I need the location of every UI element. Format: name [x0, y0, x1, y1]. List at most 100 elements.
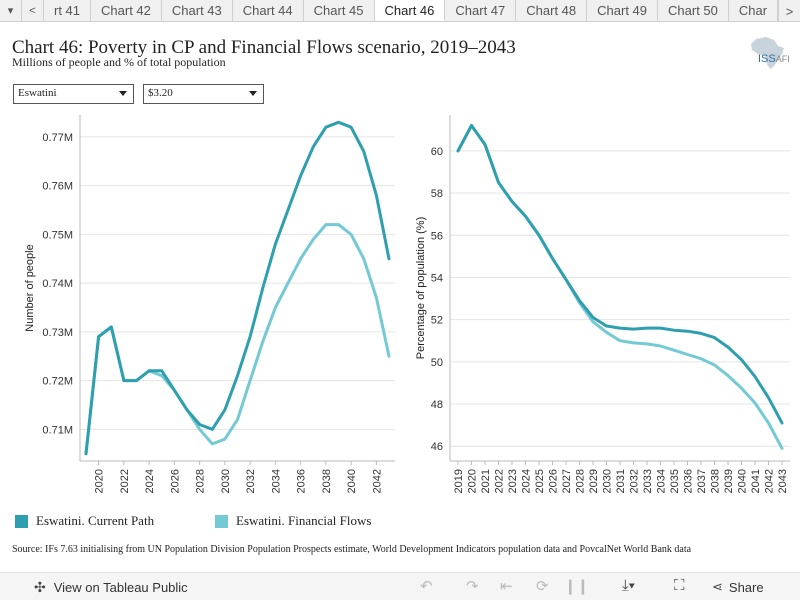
share-button[interactable]: ⋖ Share	[712, 579, 764, 595]
y-tick-label-people: 0.73M	[42, 327, 73, 339]
x-tick-label-percent: 2021	[480, 469, 492, 493]
page-title: Chart 46: Poverty in CP and Financial Fl…	[12, 37, 516, 58]
redo-icon[interactable]: ↷	[466, 578, 479, 595]
x-tick-label-percent: 2022	[494, 469, 506, 493]
series-line-financial-flows-percent	[456, 124, 784, 450]
tab-chart-47[interactable]: Chart 47	[445, 0, 517, 21]
series-line-financial-flows-people	[84, 223, 391, 456]
x-tick-label-percent: 2037	[696, 469, 708, 493]
legend-swatch-financial-flows	[215, 514, 228, 528]
tab-chart-48[interactable]: Chart 48	[516, 0, 588, 21]
refresh-icon[interactable]: ⟳	[536, 578, 549, 595]
x-tick-label-percent: 2033	[642, 469, 654, 493]
tab-chart-49[interactable]: Chart 49	[587, 0, 659, 21]
tab-bar: ▾ < rt 41 Chart 42 Chart 43 Chart 44 Chart 4…	[0, 0, 800, 22]
x-tick-label-percent: 2039	[723, 469, 735, 493]
x-tick-label-people: 2024	[144, 469, 156, 493]
tab-chart-45[interactable]: Chart 45	[303, 0, 375, 21]
country-dropdown-value: Eswatini	[18, 87, 57, 99]
x-tick-label-percent: 2019	[453, 469, 465, 493]
y-axis-title-percent: Percentage of population (%)	[415, 217, 427, 359]
x-tick-label-people: 2036	[296, 469, 308, 493]
x-tick-label-percent: 2029	[588, 469, 600, 493]
x-tick-label-percent: 2034	[656, 469, 668, 493]
poverty-line-dropdown[interactable]: $3.20	[143, 84, 264, 104]
africa-logo-icon	[751, 37, 784, 69]
tab-chart-46[interactable]: Chart 46	[374, 0, 446, 21]
tab-chart-44[interactable]: Chart 44	[232, 0, 304, 21]
y-tick-label-percent: 58	[431, 188, 443, 200]
undo-icon[interactable]: ↶	[420, 578, 433, 595]
source-note: Source: IFs 7.63 initialising from UN Po…	[12, 544, 692, 555]
x-tick-label-percent: 2035	[669, 469, 681, 493]
y-axis-title-people: Number of people	[24, 244, 36, 331]
x-tick-label-percent: 2028	[575, 469, 587, 493]
share-icon: ⋖	[712, 579, 723, 594]
y-tick-label-percent: 52	[431, 315, 443, 327]
y-tick-label-people: 0.77M	[42, 132, 73, 144]
legend-item-financial-flows[interactable]: Eswatini. Financial Flows	[215, 513, 371, 529]
chevron-left-icon: <	[29, 4, 36, 17]
fullscreen-icon[interactable]: ⛶	[674, 577, 685, 594]
legend-swatch-current-path	[15, 514, 28, 528]
view-on-tableau-label: View on Tableau Public	[53, 580, 188, 595]
x-tick-label-percent: 2024	[521, 469, 533, 493]
x-tick-label-percent: 2030	[602, 469, 614, 493]
tab-chart-50[interactable]: Chart 50	[658, 0, 729, 21]
legend-item-current-path[interactable]: Eswatini. Current Path	[15, 513, 154, 529]
tableau-logo-icon: ✣	[34, 579, 46, 595]
x-tick-label-percent: 2025	[534, 469, 546, 493]
y-tick-label-percent: 54	[431, 272, 443, 284]
x-tick-label-percent: 2041	[750, 469, 762, 493]
y-tick-label-percent: 48	[431, 399, 443, 411]
x-tick-label-percent: 2026	[548, 469, 560, 493]
series-line-current-path-people	[84, 120, 391, 456]
tab-list: rt 41 Chart 42 Chart 43 Chart 44 Chart 45 Cha…	[44, 0, 779, 21]
revert-icon[interactable]: ⇤	[500, 578, 513, 595]
series-line-current-path-percent	[456, 124, 784, 425]
logo-label: ISSAFI	[758, 53, 790, 65]
tab-chart-43[interactable]: Chart 43	[161, 0, 233, 21]
x-tick-label-people: 2026	[169, 469, 181, 493]
x-tick-label-percent: 2043	[777, 469, 789, 493]
chevron-down-icon: ▾	[7, 5, 14, 17]
x-tick-label-people: 2032	[245, 469, 257, 493]
y-tick-label-people: 0.72M	[42, 376, 73, 388]
tab-next-button[interactable]: >	[778, 0, 800, 21]
tab-rt-41[interactable]: rt 41	[44, 0, 92, 21]
x-tick-label-percent: 2027	[561, 469, 573, 493]
tab-prev-button[interactable]: <	[22, 0, 44, 21]
y-tick-label-people: 0.74M	[42, 278, 73, 290]
tab-char[interactable]: Char	[728, 0, 779, 21]
tab-menu-button[interactable]: ▾	[0, 0, 22, 21]
legend-label-financial-flows: Eswatini. Financial Flows	[236, 513, 372, 528]
y-tick-label-people: 0.75M	[42, 229, 73, 241]
x-tick-label-people: 2022	[119, 469, 131, 493]
country-dropdown[interactable]: Eswatini	[13, 84, 134, 104]
y-tick-label-people: 0.71M	[42, 424, 73, 436]
x-tick-label-percent: 2040	[737, 469, 749, 493]
download-icon[interactable]: ⤓▾	[622, 577, 635, 594]
view-on-tableau-button[interactable]: ✣ View on Tableau Public	[34, 579, 188, 596]
tab-chart-42[interactable]: Chart 42	[91, 0, 162, 21]
poverty-line-dropdown-value: $3.20	[148, 87, 173, 99]
share-label: Share	[728, 579, 764, 595]
legend-label-current-path: Eswatini. Current Path	[36, 513, 155, 528]
y-tick-label-percent: 46	[431, 441, 443, 453]
y-tick-label-percent: 60	[431, 146, 443, 158]
x-tick-label-percent: 2020	[467, 469, 479, 493]
logo-text: ISS	[758, 53, 776, 65]
x-tick-label-people: 2028	[195, 469, 207, 493]
dropdown-arrow-icon	[249, 91, 257, 96]
x-tick-label-people: 2038	[321, 469, 333, 493]
x-tick-label-percent: 2038	[710, 469, 722, 493]
x-tick-label-percent: 2032	[629, 469, 641, 493]
pause-icon[interactable]: ❙❙	[564, 578, 590, 595]
x-tick-label-percent: 2023	[507, 469, 519, 493]
x-tick-label-people: 2020	[94, 469, 106, 493]
tableau-toolbar: ✣ View on Tableau Public ↶ ↷ ⇤ ⟳ ❙❙ ⤓▾ ⛶…	[0, 572, 800, 600]
x-tick-label-people: 2040	[346, 469, 358, 493]
y-tick-label-percent: 56	[431, 230, 443, 242]
dropdown-arrow-icon	[119, 91, 127, 96]
